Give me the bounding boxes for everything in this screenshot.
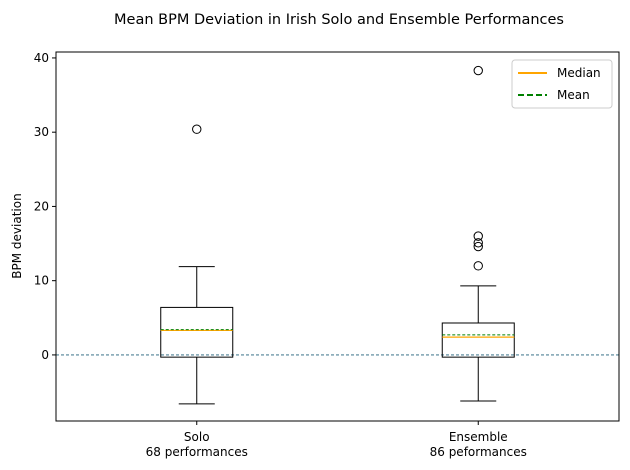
outlier-point	[473, 241, 483, 252]
chart-title: Mean BPM Deviation in Irish Solo and Ens…	[114, 12, 564, 28]
legend-label-median: Median	[557, 66, 601, 80]
y-axis-label: BPM deviation	[10, 193, 24, 278]
box-group-ensemble	[441, 65, 515, 402]
outlier-point	[473, 238, 483, 248]
outlier-point	[473, 231, 483, 241]
y-tick-label: 10	[34, 274, 49, 288]
y-tick-label: 20	[34, 199, 49, 213]
iqr-box	[160, 306, 234, 358]
x-tick-sublabel: 68 performances	[146, 445, 248, 459]
outlier-point	[473, 65, 483, 76]
plot-area-frame	[55, 51, 620, 422]
x-tick-sublabel: 86 peformances	[430, 445, 527, 459]
y-tick-label: 0	[41, 348, 49, 362]
box-group-solo	[160, 124, 234, 405]
outlier-point	[192, 124, 202, 134]
legend-label-mean: Mean	[557, 88, 590, 102]
x-tick-label: Solo	[184, 430, 210, 444]
y-tick-label: 30	[34, 125, 49, 139]
x-tick-label: Ensemble	[449, 430, 508, 444]
legend: Median Mean	[511, 59, 613, 109]
iqr-box	[441, 322, 515, 358]
y-tick-label: 40	[34, 51, 49, 65]
outlier-point	[473, 261, 483, 271]
